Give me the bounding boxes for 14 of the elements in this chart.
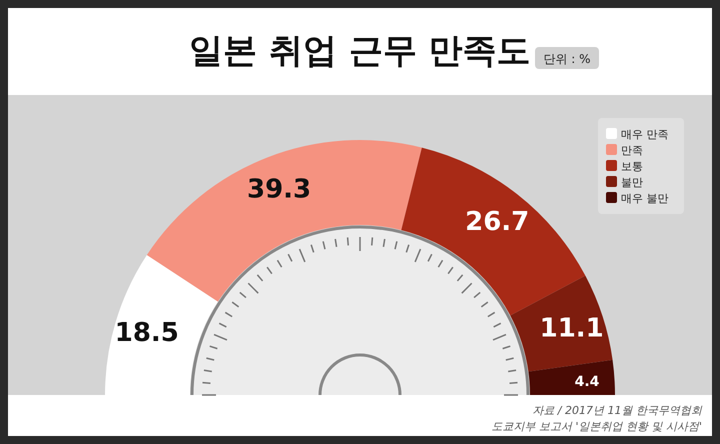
- data-label: 26.7: [465, 206, 530, 237]
- chart-title: 일본 취업 근무 만족도: [189, 31, 531, 71]
- data-label: 18.5: [114, 318, 179, 348]
- legend-label: 매우 만족: [621, 128, 668, 141]
- text: 도쿄지부 보고서 '일본취업 현황 및 시사점': [491, 420, 702, 433]
- data-label: 39.3: [246, 174, 312, 205]
- data-label: 4.4: [574, 374, 600, 390]
- legend-label: 만족: [621, 144, 643, 157]
- legend-label: 보통: [621, 160, 643, 173]
- data-label: 11.1: [540, 314, 604, 344]
- chart-subtitle: 단위 : %: [543, 52, 591, 66]
- legend-label: 불만: [621, 176, 643, 189]
- legend-label: 매우 불만: [621, 192, 668, 205]
- text: 자료 / 2017년 11월 한국무역협회: [532, 404, 703, 417]
